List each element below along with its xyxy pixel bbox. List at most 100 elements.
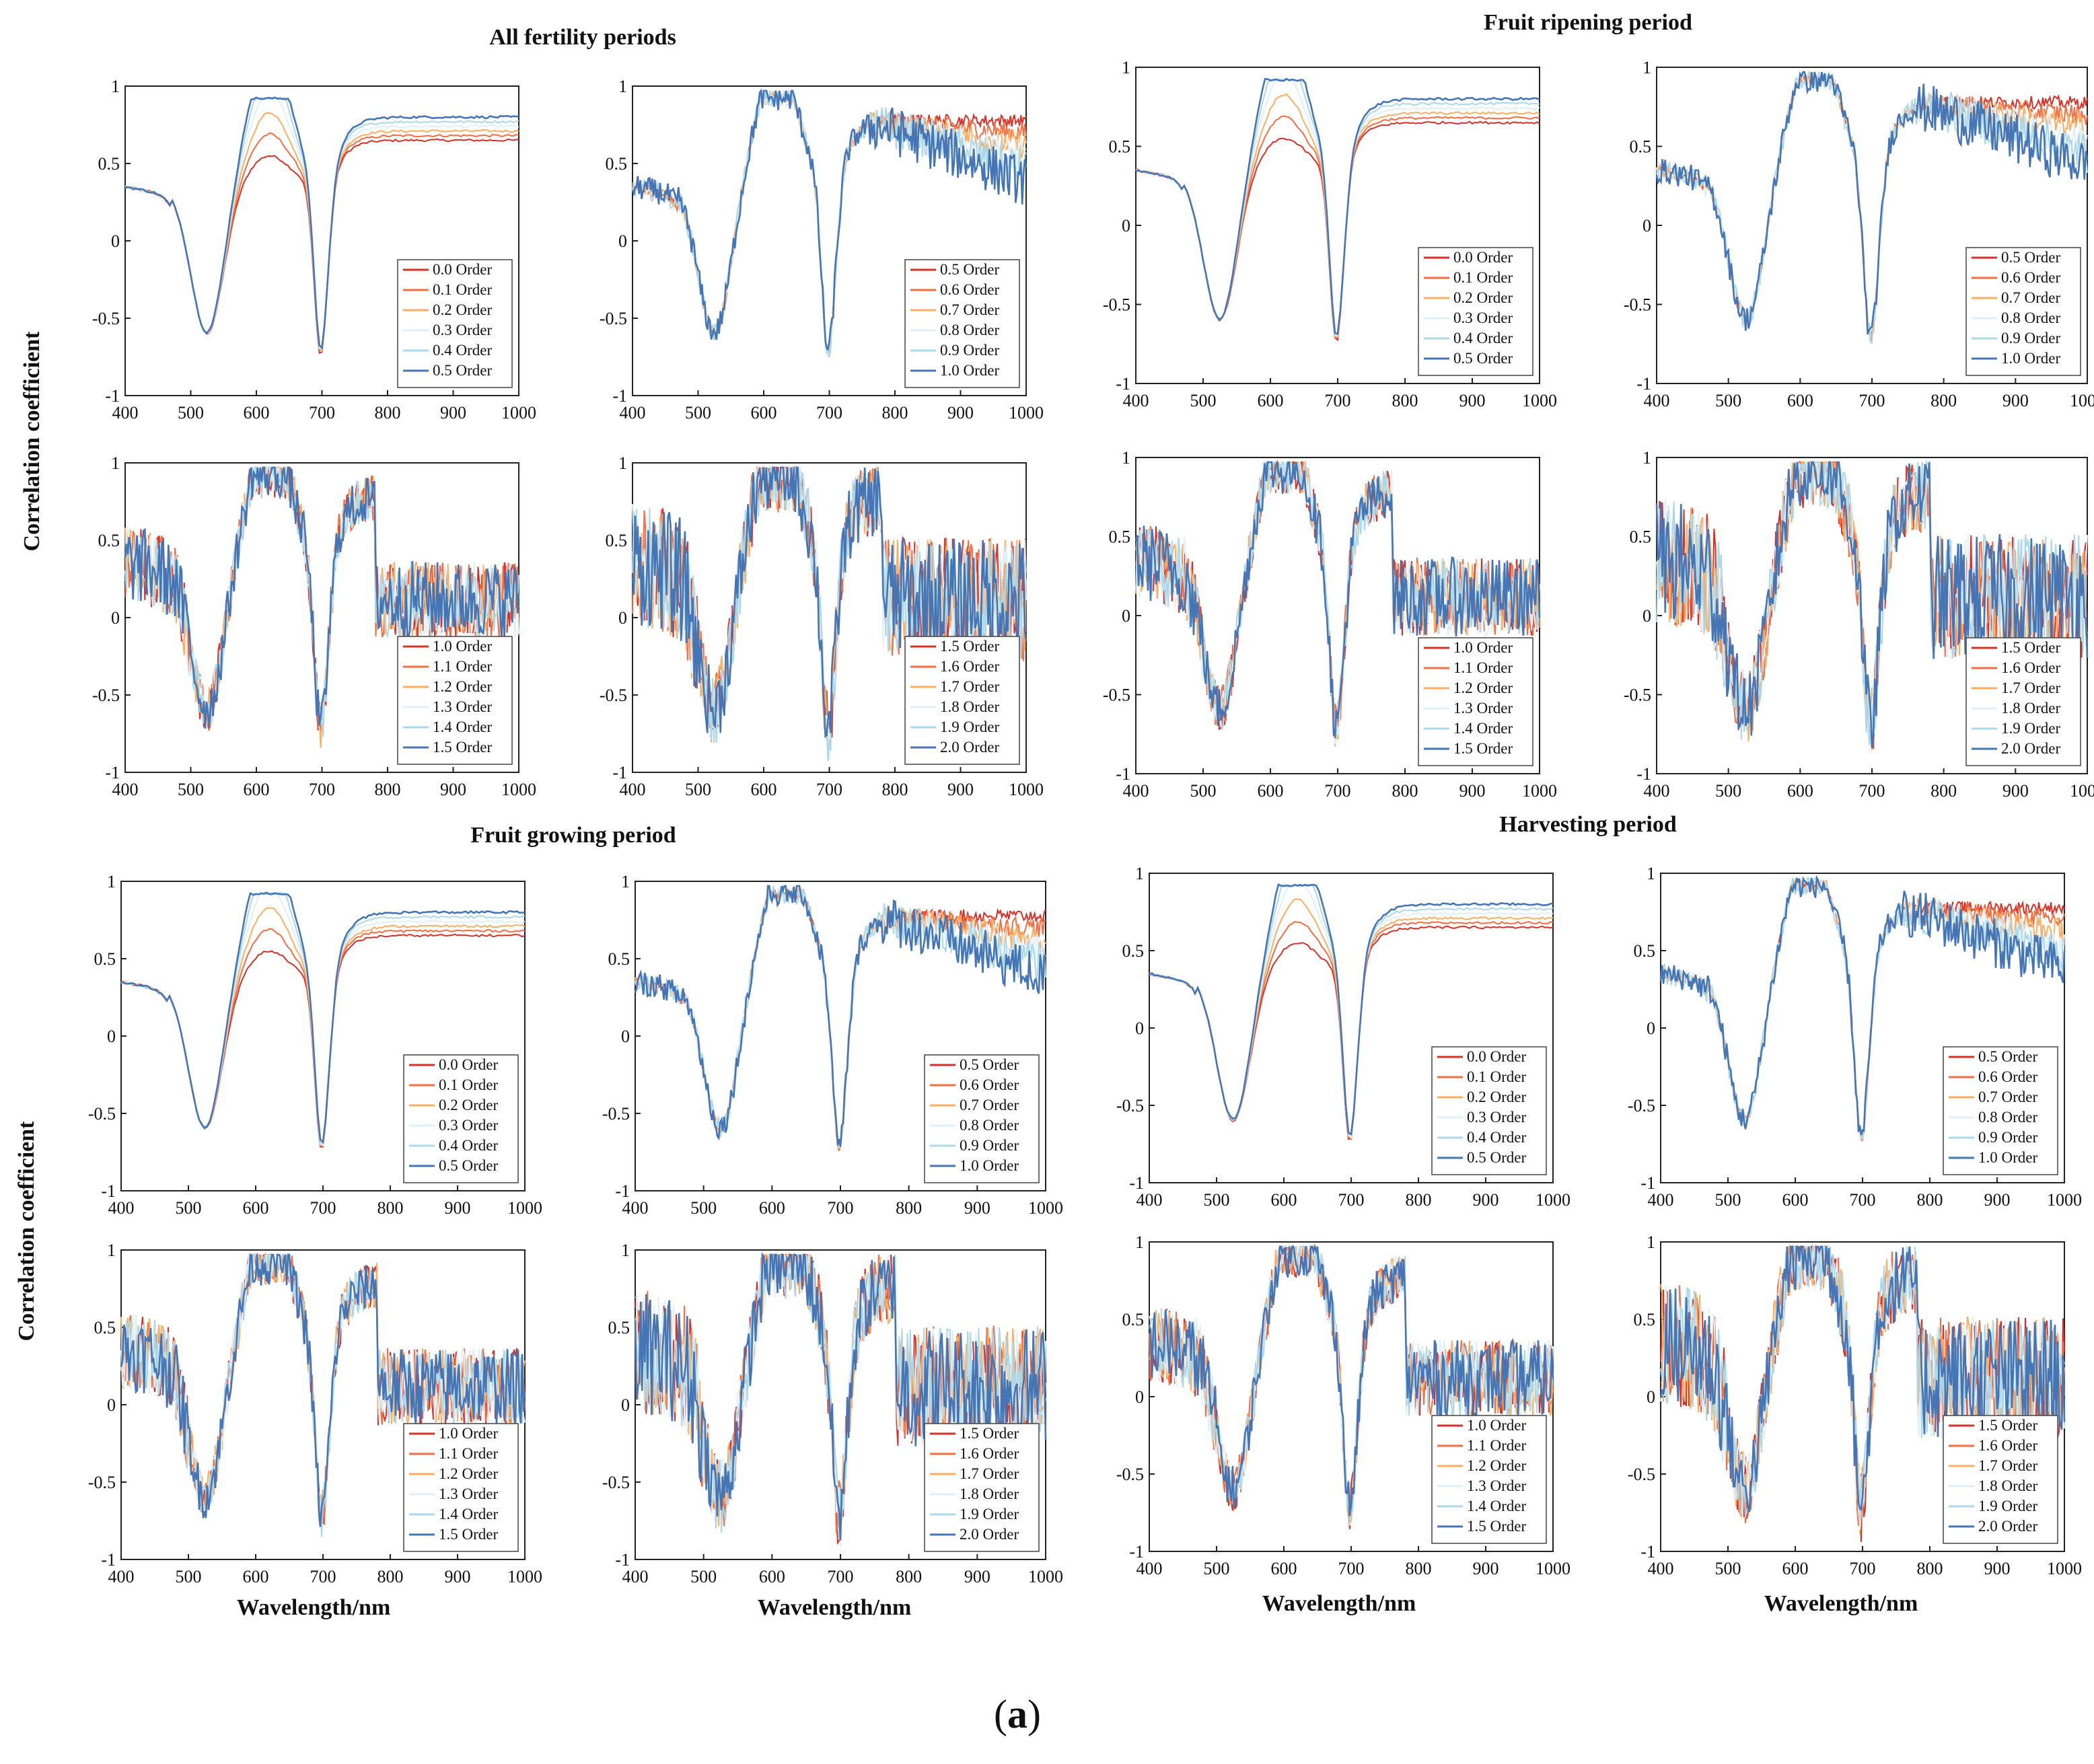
y-tick-label: 0 — [618, 231, 627, 251]
x-tick-label: 500 — [1715, 1190, 1741, 1210]
x-tick-label: 1000 — [1536, 1559, 1570, 1578]
x-tick-label: 600 — [1782, 1559, 1809, 1578]
x-tick-label: 400 — [1644, 391, 1670, 410]
legend-box — [403, 1054, 519, 1183]
series-line — [1134, 461, 1541, 739]
x-tick-label: 400 — [112, 780, 139, 799]
series-line — [634, 1252, 1047, 1541]
y-tick-label: 1 — [1642, 448, 1651, 468]
y-tick-label: 0 — [1122, 606, 1130, 626]
y-tick-label: -1 — [1636, 374, 1651, 394]
legend-label: 1.5 Order — [1467, 1518, 1526, 1535]
x-tick-label: 400 — [620, 403, 646, 422]
legend-label: 0.8 Order — [1978, 1109, 2037, 1126]
x-tick-label: 500 — [690, 1198, 717, 1218]
legend-label: 1.6 Order — [960, 1445, 1019, 1462]
y-tick-label: -0.5 — [1103, 295, 1130, 315]
x-tick-label: 900 — [1459, 391, 1486, 410]
series-line — [1655, 71, 2089, 335]
legend-label: 0.0 Order — [433, 261, 492, 278]
series-line — [124, 466, 519, 723]
x-tick-label: 800 — [1392, 781, 1418, 801]
x-tick-label: 700 — [828, 1198, 854, 1218]
legend-label: 1.3 Order — [439, 1485, 498, 1502]
y-tick-label: 1 — [107, 1241, 116, 1260]
x-tick-label: 400 — [1648, 1559, 1674, 1578]
y-tick-label: 0 — [107, 1027, 116, 1046]
series-line — [1149, 883, 1554, 1136]
x-tick-label: 800 — [1392, 391, 1418, 410]
x-tick-label: 600 — [751, 780, 777, 799]
x-tick-label: 400 — [1123, 781, 1149, 801]
legend-label: 0.3 Order — [433, 322, 492, 338]
x-tick-label: 500 — [685, 780, 711, 799]
y-tick-label: 1 — [618, 453, 627, 473]
legend-label: 0.5 Order — [1978, 1048, 2037, 1065]
chart-panel: 400 500 600 700 800 900 1000 1 0.5 0 -0.5 -1 1.5 Ord… — [602, 1241, 1063, 1586]
legend-label: 1.9 Order — [940, 719, 999, 735]
y-tick-label: -1 — [101, 1550, 116, 1570]
y-tick-label: -0.5 — [1116, 1465, 1144, 1484]
chart-panel: 400 500 600 700 800 900 1000 1 0.5 0 -0.5 -1 0.5 Ord… — [1624, 58, 2094, 410]
chart-panel: 400 500 600 700 800 900 1000 1 0.5 0 -0.5 -1 0.5 Ord… — [600, 77, 1044, 422]
x-tick-label: 500 — [685, 403, 711, 422]
y-tick-label: 1 — [1135, 864, 1144, 883]
legend-label: 0.4 Order — [1467, 1129, 1526, 1146]
x-tick-label: 900 — [947, 403, 974, 422]
legend-label: 0.1 Order — [433, 281, 492, 298]
x-tick-label: 400 — [1644, 781, 1670, 801]
y-tick-label: -1 — [612, 386, 627, 406]
x-tick-label: 900 — [1473, 1559, 1499, 1578]
y-tick-label: -1 — [615, 1181, 630, 1201]
legend-label: 0.7 Order — [1978, 1089, 2037, 1105]
legend-box — [397, 636, 513, 765]
y-tick-label: 1 — [107, 872, 116, 891]
legend-label: 0.7 Order — [2001, 289, 2060, 306]
legend-label: 1.0 Order — [1453, 639, 1513, 656]
legend-label: 1.0 Order — [940, 362, 999, 379]
x-tick-label: 900 — [445, 1567, 471, 1586]
legend-label: 0.2 Order — [433, 301, 492, 318]
chart-panel: 400 500 600 700 800 900 1000 1 0.5 0 -0.5 -1 1.0 Ord… — [88, 1241, 542, 1586]
legend-label: 0.0 Order — [439, 1056, 498, 1073]
x-tick-label: 900 — [1984, 1559, 2011, 1578]
legend-label: 0.5 Order — [433, 362, 492, 379]
legend-label: 1.5 Order — [2001, 639, 2060, 656]
chart-panel: 400 500 600 700 800 900 1000 1 0.5 0 -0.5 -1 0.5 Ord… — [602, 872, 1063, 1218]
legend-box — [397, 259, 513, 388]
x-tick-label: 600 — [244, 403, 270, 422]
x-tick-label: 1000 — [1009, 403, 1044, 422]
legend-label: 1.4 Order — [1453, 720, 1513, 737]
x-tick-label: 800 — [896, 1198, 922, 1218]
legend-label: 2.0 Order — [960, 1526, 1019, 1543]
series-line — [124, 96, 519, 350]
legend-label: 0.2 Order — [1467, 1089, 1526, 1105]
legend-label: 1.8 Order — [1978, 1477, 2037, 1494]
legend-label: 1.6 Order — [940, 658, 999, 675]
y-tick-label: 0.5 — [1630, 137, 1652, 157]
x-tick-label: 500 — [1190, 781, 1217, 801]
legend-label: 1.0 Order — [2001, 350, 2060, 367]
series-line — [1660, 1245, 2065, 1534]
legend-label: 1.1 Order — [439, 1445, 498, 1462]
legend-label: 1.0 Order — [1978, 1149, 2037, 1166]
series-line — [632, 89, 1027, 358]
x-tick-label: 500 — [1715, 781, 1741, 801]
legend-label: 2.0 Order — [1978, 1518, 2037, 1535]
legend-label: 1.0 Order — [960, 1157, 1019, 1174]
y-tick-label: 0.5 — [608, 1318, 630, 1337]
legend-box — [1431, 1046, 1547, 1175]
y-tick-label: -1 — [1116, 764, 1130, 784]
legend-box — [1431, 1415, 1547, 1544]
legend-box — [1965, 247, 2081, 376]
legend-label: 1.5 Order — [439, 1526, 498, 1543]
legend-label: 1.5 Order — [940, 638, 999, 655]
y-tick-label: -0.5 — [88, 1473, 116, 1492]
chart-panel: 400 500 600 700 800 900 1000 1 0.5 0 -0.5 -1 0.0 Ord… — [1103, 58, 1557, 410]
legend-label: 0.1 Order — [439, 1076, 498, 1093]
x-tick-label: 1000 — [501, 780, 536, 799]
y-tick-label: -0.5 — [92, 309, 120, 328]
legend-label: 0.3 Order — [439, 1117, 498, 1134]
group-title-harvesting: Harvesting period — [1499, 812, 1677, 837]
legend-label: 0.4 Order — [1453, 330, 1513, 346]
